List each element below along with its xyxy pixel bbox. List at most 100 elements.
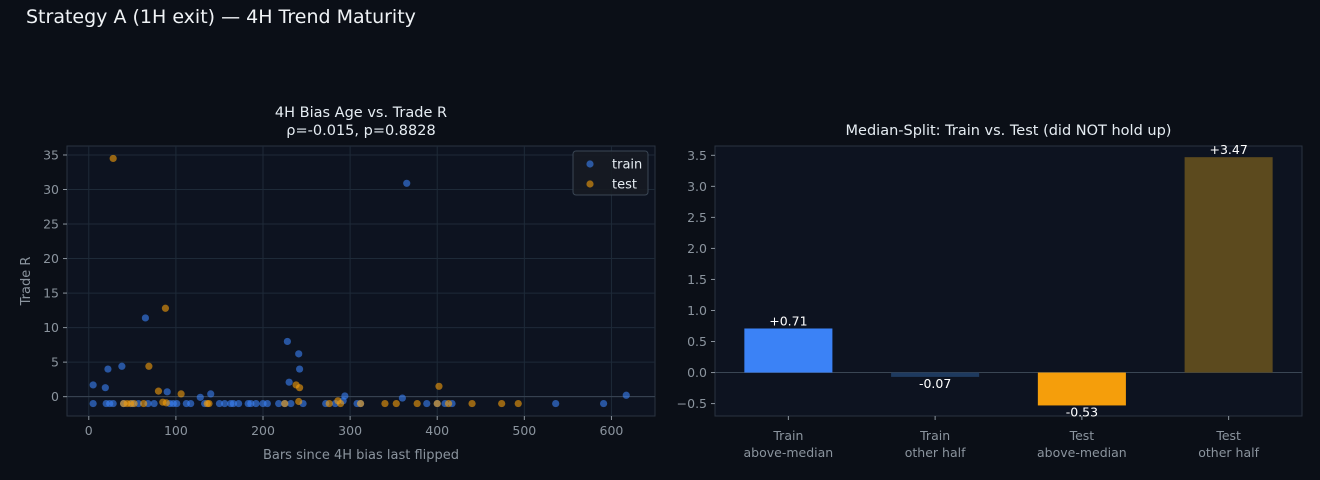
bar [891,372,980,377]
x-tick-label: other half [1198,445,1259,460]
x-tick-label: above-median [744,445,834,460]
scatter-point-train [207,390,215,398]
scatter-point-train [215,399,224,408]
scatter-point-test [336,399,345,408]
scatter-point-train [89,399,97,408]
bar [1184,157,1273,373]
scatter-point-train [104,365,112,373]
legend-label-train: train [612,158,642,173]
scatter-point-train [285,378,293,386]
y-tick-label: 1.5 [687,272,707,287]
y-tick-label: 1.0 [687,303,707,318]
scatter-point-train [622,391,630,399]
scatter-point-test [177,390,185,398]
scatter-point-train [235,399,243,408]
scatter-point-test [161,304,170,312]
scatter-point-test [435,382,443,390]
y-tick-label: 35 [43,147,59,162]
scatter-point-test [145,362,153,370]
y-tick-label: −0.5 [677,396,707,411]
bar-value-label: -0.07 [919,376,951,391]
scatter-point-test [162,399,170,407]
scatter-point-test [514,399,522,408]
legend: train test [572,150,649,196]
scatter-point-test [281,399,289,408]
scatter-point-train [229,399,237,408]
x-tick-label: 200 [251,423,275,438]
x-tick-label: Test [1215,428,1241,443]
bar-value-label: -0.53 [1066,404,1098,419]
y-tick-label: 0 [51,389,59,404]
scatter-point-test [109,154,117,163]
bar [1037,372,1126,406]
bar-title: Median-Split: Train vs. Test (did NOT ho… [846,123,1172,139]
scatter-point-test [433,399,441,408]
y-tick-label: 0.0 [687,365,707,380]
y-tick-label: 15 [43,286,59,301]
y-tick-label: 20 [43,251,59,266]
scatter-point-train [600,399,608,408]
x-tick-label: above-median [1037,445,1127,460]
scatter-subtitle: ρ=-0.015, p=0.8828 [286,123,435,139]
scatter-point-train [295,365,304,373]
scatter-point-test [498,399,506,408]
scatter-point-train [187,399,195,408]
scatter-title: 4H Bias Age vs. Trade R [275,105,447,121]
y-tick-label: 0.5 [687,334,707,349]
y-tick-label: 25 [43,217,59,232]
scatter-point-train [263,399,271,408]
scatter-point-train [163,388,171,396]
legend-marker-test [586,180,594,188]
scatter-point-train [101,384,109,392]
scatter-point-test [392,399,400,408]
scatter-point-test [295,397,303,406]
scatter-point-train [252,399,260,408]
scatter-plot-area [66,145,656,417]
x-tick-label: Train [772,428,803,443]
scatter-point-train [247,399,255,408]
legend-marker-train [586,160,594,168]
scatter-point-test [205,399,213,408]
scatter-point-test [130,399,138,408]
scatter-point-train [552,399,560,408]
scatter-point-train [196,393,204,401]
scatter-point-test [295,384,304,392]
scatter-point-test [154,387,163,395]
y-tick-label: 5 [51,355,59,370]
scatter-point-train [109,399,117,408]
scatter-point-test [325,399,333,408]
legend-label-test: test [612,178,637,193]
y-tick-label: 10 [43,320,59,335]
scatter-point-test [140,399,148,408]
scatter-point-train [398,394,406,402]
scatter-point-train [141,314,149,322]
scatter-point-train [118,362,126,370]
x-tick-label: 0 [85,423,93,438]
y-tick-label: 30 [43,182,59,197]
y-tick-label: 2.0 [687,241,707,256]
scatter-point-train [150,399,158,408]
y-axis-label: Trade R [19,257,34,307]
y-tick-label: 3.5 [687,148,707,163]
bar-panel: −0.5 0.0 0.5 1.0 1.5 2.0 2.5 3.0 3.5 +0.71 Train ab… [677,123,1303,460]
scatter-point-test [444,399,453,408]
scatter-point-train [89,381,97,389]
scatter-point-train [173,399,181,408]
figure-title: Strategy A (1H exit) — 4H Trend Maturity [26,6,416,28]
scatter-point-train [221,399,229,408]
scatter-point-test [413,399,421,408]
scatter-point-test [356,399,365,408]
x-tick-label: Test [1069,428,1095,443]
scatter-point-train [295,350,303,358]
x-tick-label: 500 [512,423,536,438]
x-tick-label: 600 [600,423,624,438]
x-tick-label: 100 [164,423,188,438]
x-tick-label: Train [919,428,950,443]
scatter-point-train [287,399,295,408]
scatter-point-train [275,399,283,408]
scatter-point-train [423,399,431,408]
bar-value-label: +3.47 [1209,142,1247,157]
x-tick-label: 400 [425,423,449,438]
scatter-point-test [468,399,476,408]
